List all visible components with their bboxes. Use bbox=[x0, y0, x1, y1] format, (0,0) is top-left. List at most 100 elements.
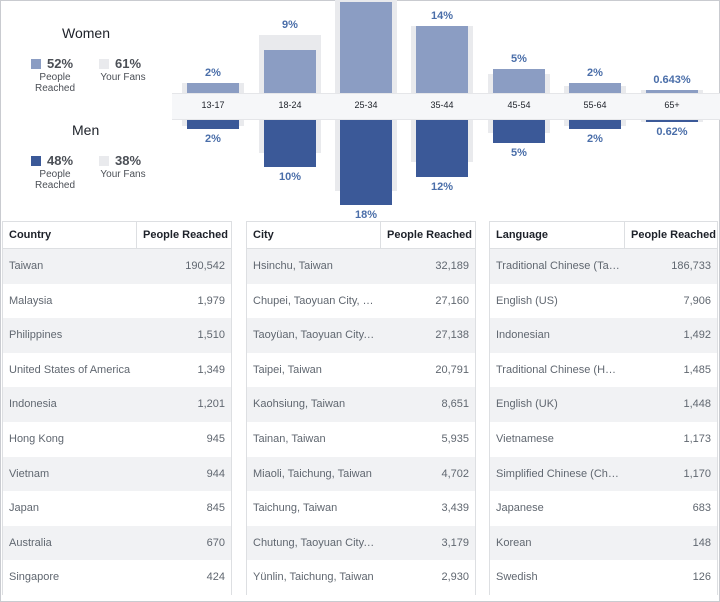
row-name: Indonesia bbox=[9, 398, 57, 411]
table-row: Traditional Chinese (Hong Kong) 1,485 bbox=[490, 353, 717, 388]
city-table: City People Reached Hsinchu, Taiwan 32,189 C… bbox=[246, 221, 476, 595]
row-people-reached: 190,542 bbox=[185, 260, 225, 272]
country-table: Country People Reached Taiwan 190,542 Malays… bbox=[2, 221, 232, 595]
row-people-reached: 148 bbox=[692, 536, 711, 549]
row-people-reached: 27,138 bbox=[435, 329, 469, 342]
row-name: Hsinchu, Taiwan bbox=[253, 260, 333, 272]
row-name: Yünlin, Taichung, Taiwan bbox=[253, 571, 374, 584]
row-people-reached: 945 bbox=[206, 432, 225, 445]
men-bar-label: 12% bbox=[430, 180, 454, 193]
row-people-reached: 845 bbox=[206, 502, 225, 515]
row-name: Kaohsiung, Taiwan bbox=[253, 398, 346, 411]
row-name: Vietnamese bbox=[496, 432, 554, 445]
women-bar-label: 2% bbox=[205, 67, 221, 80]
row-name: United States of America bbox=[9, 363, 131, 376]
age-range-label: 55-64 bbox=[583, 100, 607, 110]
row-name: Traditional Chinese (Taiwan) bbox=[496, 260, 620, 272]
row-people-reached: 1,510 bbox=[197, 329, 225, 342]
table-row: English (US) 7,906 bbox=[490, 284, 717, 319]
row-name: Chutung, Taoyuan City, Taiwan bbox=[253, 536, 376, 549]
men-fans-label: Your Fans bbox=[100, 169, 146, 180]
row-people-reached: 32,189 bbox=[435, 260, 469, 272]
row-people-reached: 1,170 bbox=[683, 467, 711, 480]
row-name: Malaysia bbox=[9, 294, 53, 307]
row-people-reached: 4,702 bbox=[441, 467, 469, 480]
column-header-name[interactable]: Language bbox=[496, 229, 548, 241]
women-bar bbox=[569, 83, 621, 93]
table-row: Japanese 683 bbox=[490, 491, 717, 526]
column-header-name[interactable]: City bbox=[253, 229, 274, 241]
table-row: United States of America 1,349 bbox=[3, 353, 231, 388]
women-title: Women bbox=[62, 25, 110, 41]
row-people-reached: 1,979 bbox=[197, 294, 225, 307]
table-row: Traditional Chinese (Taiwan) 186,733 bbox=[490, 249, 717, 284]
row-people-reached: 1,448 bbox=[683, 398, 711, 411]
row-people-reached: 3,179 bbox=[441, 536, 469, 549]
men-reached-label: People Reached bbox=[34, 169, 76, 191]
row-name: Philippines bbox=[9, 329, 63, 342]
row-people-reached: 186,733 bbox=[671, 260, 711, 272]
men-bar bbox=[340, 119, 392, 206]
age-range-label: 18-24 bbox=[278, 100, 302, 110]
column-header-people-reached[interactable]: People Reached bbox=[380, 222, 475, 248]
women-bar-label: 2% bbox=[587, 67, 603, 80]
column-header-people-reached[interactable]: People Reached bbox=[136, 222, 231, 248]
row-name: Hong Kong bbox=[9, 432, 65, 445]
women-bar-label: 14% bbox=[430, 9, 454, 22]
table-row: Vietnam 944 bbox=[3, 456, 231, 492]
table-row: Swedish 126 bbox=[490, 560, 717, 595]
row-people-reached: 1,485 bbox=[683, 363, 711, 376]
women-fans-pct: 61% bbox=[115, 56, 142, 71]
row-name: Swedish bbox=[496, 571, 538, 584]
table-row: Chupei, Taoyuan City, Taiwan 27,160 bbox=[247, 284, 475, 319]
men-fans-swatch bbox=[99, 156, 109, 166]
women-bar-label: 5% bbox=[511, 53, 527, 65]
table-header: Country People Reached bbox=[3, 221, 231, 249]
age-range-label: 25-34 bbox=[354, 100, 378, 110]
women-bar-label: 0.643% bbox=[653, 73, 691, 86]
table-header: Language People Reached bbox=[490, 221, 717, 249]
row-people-reached: 1,492 bbox=[683, 329, 711, 342]
column-header-name[interactable]: Country bbox=[9, 229, 52, 241]
table-row: Hsinchu, Taiwan 32,189 bbox=[247, 249, 475, 284]
age-band bbox=[172, 93, 720, 120]
table-row: Tainan, Taiwan 5,935 bbox=[247, 422, 475, 457]
row-people-reached: 1,349 bbox=[197, 363, 225, 376]
table-row: Taoyüan, Taoyuan City, Taiwan 27,138 bbox=[247, 318, 475, 353]
men-fans-pct: 38% bbox=[115, 153, 142, 168]
row-people-reached: 424 bbox=[206, 571, 225, 584]
age-range-label: 35-44 bbox=[430, 100, 454, 110]
women-reached-swatch bbox=[31, 59, 41, 69]
men-bar bbox=[264, 119, 316, 167]
women-bar bbox=[264, 49, 316, 93]
table-row: Australia 670 bbox=[3, 525, 231, 561]
table-row: Philippines 1,510 bbox=[3, 318, 231, 353]
men-bar-label: 18% bbox=[354, 209, 378, 222]
table-row: Indonesia 1,201 bbox=[3, 387, 231, 422]
row-people-reached: 7,906 bbox=[683, 294, 711, 307]
women-fans-swatch bbox=[99, 59, 109, 69]
age-range-label: 65+ bbox=[664, 100, 680, 110]
women-bar bbox=[416, 25, 468, 93]
table-row: English (UK) 1,448 bbox=[490, 387, 717, 422]
age-range-label: 45-54 bbox=[507, 100, 531, 110]
table-row: Malaysia 1,979 bbox=[3, 284, 231, 319]
row-name: Taoyüan, Taoyuan City, Taiwan bbox=[253, 329, 376, 342]
men-bar bbox=[569, 119, 621, 129]
row-name: Miaoli, Taichung, Taiwan bbox=[253, 467, 372, 480]
row-name: Taiwan bbox=[9, 260, 44, 272]
column-header-people-reached[interactable]: People Reached bbox=[624, 222, 717, 248]
row-name: Chupei, Taoyuan City, Taiwan bbox=[253, 294, 376, 307]
men-bar bbox=[416, 119, 468, 177]
women-bar bbox=[493, 69, 545, 93]
row-people-reached: 683 bbox=[692, 502, 711, 515]
table-header: City People Reached bbox=[247, 221, 475, 249]
men-title: Men bbox=[72, 122, 100, 138]
row-name: Indonesian bbox=[496, 329, 550, 342]
row-people-reached: 1,173 bbox=[683, 432, 711, 445]
women-fans-label: Your Fans bbox=[100, 72, 146, 83]
row-name: Japan bbox=[9, 502, 39, 515]
women-bar bbox=[340, 1, 392, 93]
row-name: Taipei, Taiwan bbox=[253, 363, 322, 376]
row-name: Simplified Chinese (China) bbox=[496, 467, 620, 480]
